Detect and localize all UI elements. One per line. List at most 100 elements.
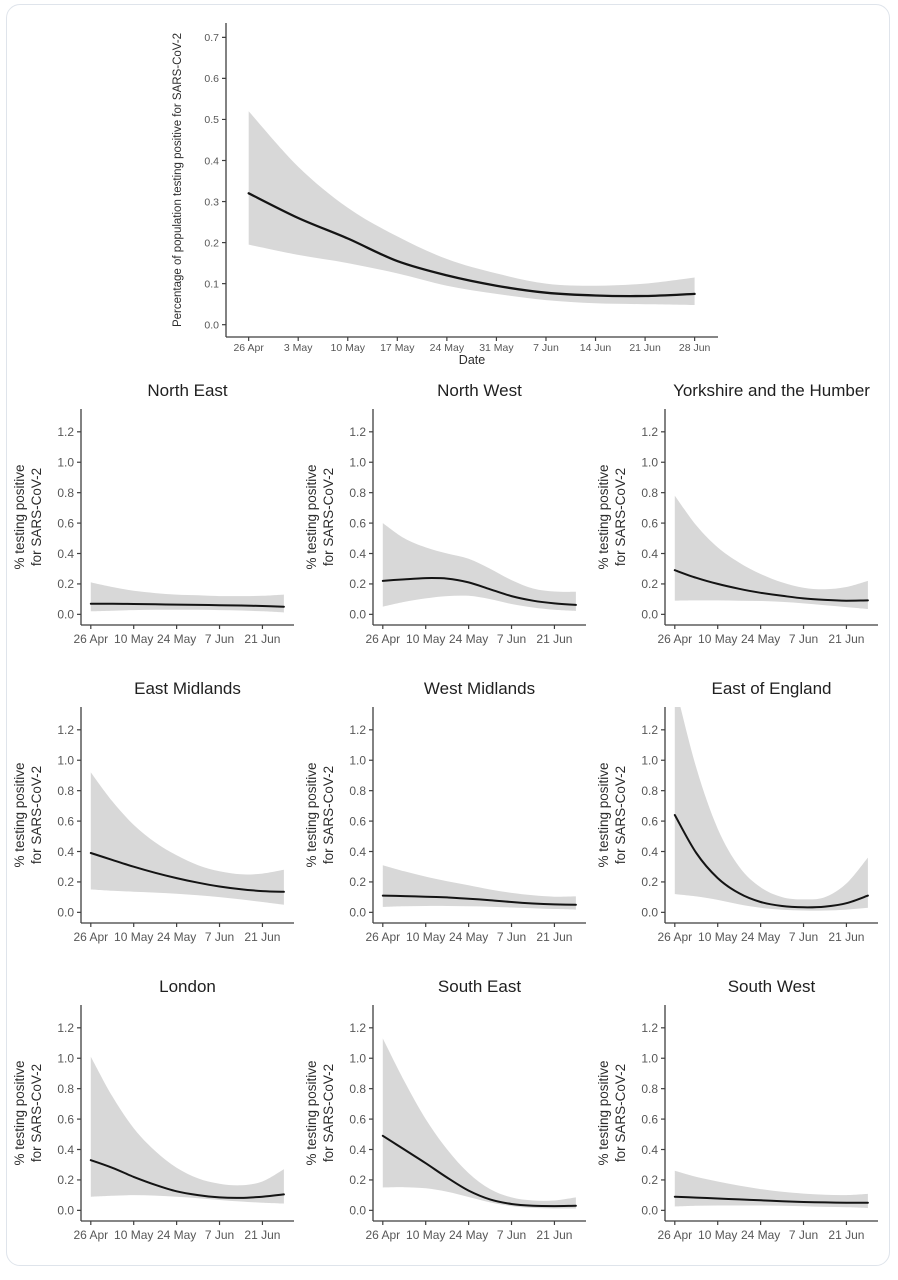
- y-tick-label: 0.4: [641, 845, 658, 859]
- y-tick-label: 0.6: [641, 814, 658, 828]
- y-tick-label: 1.0: [641, 456, 658, 470]
- x-tick-label: 26 Apr: [73, 632, 108, 646]
- y-tick-label: 0.2: [57, 577, 74, 591]
- y-tick-label: 1.2: [349, 425, 366, 439]
- y-tick-label: 0.8: [349, 1082, 366, 1096]
- confidence-band: [382, 1038, 576, 1209]
- y-tick-label: 0.8: [349, 486, 366, 500]
- y-tick-label: 0.4: [57, 845, 74, 859]
- x-tick-label: 17 May: [380, 342, 415, 354]
- y-tick-label: 1.2: [349, 1021, 366, 1035]
- y-tick-label: 0.4: [349, 1143, 366, 1157]
- y-tick-label: 0.4: [349, 845, 366, 859]
- x-tick-label: 26 Apr: [73, 930, 108, 944]
- x-tick-label: 26 Apr: [657, 930, 692, 944]
- x-tick-label: 24 May: [449, 930, 488, 944]
- x-tick-label: 21 Jun: [828, 930, 864, 944]
- x-tick-label: 7 Jun: [497, 1228, 526, 1242]
- x-tick-label: 10 May: [331, 342, 366, 354]
- x-tick-label: 24 May: [741, 930, 780, 944]
- confidence-band: [90, 582, 284, 613]
- y-axis-title-line: for SARS-CoV-2: [321, 1064, 336, 1162]
- x-tick-label: 10 May: [114, 930, 153, 944]
- x-axis-title: Date: [459, 353, 485, 365]
- y-tick-label: 0.8: [57, 1082, 74, 1096]
- y-tick-label: 0.0: [204, 319, 219, 331]
- y-tick-label: 0.2: [349, 577, 366, 591]
- y-tick-label: 0.4: [641, 1143, 658, 1157]
- x-tick-label: 7 Jun: [205, 632, 234, 646]
- panel-yorkshire-and-the-humber: 0.0 0.2 0.4 0.6 0.8 1.0 1.2 26 Apr 10 May 24 May 7…: [595, 379, 883, 667]
- panel-title: West Midlands: [424, 679, 535, 698]
- y-tick-label: 0.6: [641, 516, 658, 530]
- y-tick-label: 0.8: [57, 784, 74, 798]
- y-axis-title-line: % testing positive: [304, 464, 319, 569]
- y-tick-label: 1.2: [641, 1021, 658, 1035]
- trend-line: [89, 602, 285, 608]
- y-axis-title-line: % testing positive: [12, 464, 27, 569]
- panel-chart-svg: 0.0 0.2 0.4 0.6 0.8 1.0 1.2 26 Apr 10 May 24 May 7…: [12, 381, 294, 646]
- y-tick-label: 0.4: [57, 1143, 74, 1157]
- panel-south-east: 0.0 0.2 0.4 0.6 0.8 1.0 1.2 26 Apr 10 May 24 May 7…: [303, 975, 591, 1263]
- x-tick-label: 10 May: [406, 1228, 445, 1242]
- x-tick-label: 21 Jun: [828, 1228, 864, 1242]
- y-axis-title-line: for SARS-CoV-2: [613, 468, 628, 566]
- y-tick-label: 0.4: [641, 547, 658, 561]
- panel-title: North West: [437, 381, 522, 400]
- x-tick-label: 7 Jun: [789, 930, 818, 944]
- panel-south-west: 0.0 0.2 0.4 0.6 0.8 1.0 1.2 26 Apr 10 May 24 May 7…: [595, 975, 883, 1263]
- y-tick-label: 0.8: [641, 1082, 658, 1096]
- y-axis-title-line: % testing positive: [596, 762, 611, 867]
- y-axis-title-line: % testing positive: [304, 762, 319, 867]
- x-tick-label: 10 May: [698, 632, 737, 646]
- y-tick-label: 0.4: [204, 155, 219, 167]
- y-axis-title-line: % testing positive: [12, 1060, 27, 1165]
- x-tick-label: 24 May: [157, 1228, 196, 1242]
- x-tick-label: 10 May: [114, 1228, 153, 1242]
- x-tick-label: 26 Apr: [365, 1228, 400, 1242]
- confidence-band: [90, 1056, 284, 1204]
- y-axis-title-line: for SARS-CoV-2: [29, 1064, 44, 1162]
- confidence-band: [248, 111, 695, 305]
- y-tick-label: 0.6: [641, 1112, 658, 1126]
- y-tick-label: 0.2: [349, 1173, 366, 1187]
- y-tick-label: 0.0: [349, 608, 366, 622]
- panel-east-of-england: 0.0 0.2 0.4 0.6 0.8 1.0 1.2 26 Apr 10 May 24 May 7…: [595, 677, 883, 965]
- panel-title: East of England: [711, 679, 831, 698]
- x-tick-label: 21 Jun: [244, 632, 280, 646]
- y-tick-label: 0.2: [641, 577, 658, 591]
- y-tick-label: 0.0: [57, 906, 74, 920]
- y-tick-label: 1.2: [641, 723, 658, 737]
- y-axis-title-line: % testing positive: [596, 1060, 611, 1165]
- x-tick-label: 24 May: [741, 1228, 780, 1242]
- x-tick-label: 21 Jun: [629, 342, 661, 354]
- trend-line: [247, 192, 696, 298]
- main-chart: 0.0 0.1 0.2 0.3 0.4 0.5 0.6 0.7 26 Apr 3 May 10 Ma…: [170, 15, 726, 365]
- y-axis-title-line: for SARS-CoV-2: [29, 766, 44, 864]
- y-axis-title-line: for SARS-CoV-2: [613, 766, 628, 864]
- x-tick-label: 21 Jun: [244, 1228, 280, 1242]
- x-tick-label: 7 Jun: [205, 1228, 234, 1242]
- x-tick-label: 26 Apr: [233, 342, 264, 354]
- y-tick-label: 1.0: [349, 754, 366, 768]
- y-tick-label: 0.4: [57, 547, 74, 561]
- panel-london: 0.0 0.2 0.4 0.6 0.8 1.0 1.2 26 Apr 10 May 24 May 7…: [11, 975, 299, 1263]
- panel-title: London: [159, 977, 216, 996]
- y-tick-label: 1.2: [349, 723, 366, 737]
- x-tick-label: 10 May: [406, 632, 445, 646]
- x-tick-label: 10 May: [698, 930, 737, 944]
- y-tick-label: 0.4: [349, 547, 366, 561]
- confidence-band: [382, 865, 576, 910]
- panel-title: East Midlands: [134, 679, 241, 698]
- x-tick-label: 14 Jun: [580, 342, 612, 354]
- main-chart-svg: 0.0 0.1 0.2 0.3 0.4 0.5 0.6 0.7 26 Apr 3 May 10 Ma…: [172, 23, 718, 365]
- x-tick-label: 24 May: [449, 632, 488, 646]
- x-tick-label: 26 Apr: [657, 1228, 692, 1242]
- confidence-band: [382, 523, 576, 611]
- y-tick-label: 0.6: [349, 1112, 366, 1126]
- y-tick-label: 0.2: [641, 875, 658, 889]
- y-tick-label: 0.0: [641, 1204, 658, 1218]
- y-tick-label: 0.8: [349, 784, 366, 798]
- x-tick-label: 26 Apr: [657, 632, 692, 646]
- y-axis-title-line: % testing positive: [304, 1060, 319, 1165]
